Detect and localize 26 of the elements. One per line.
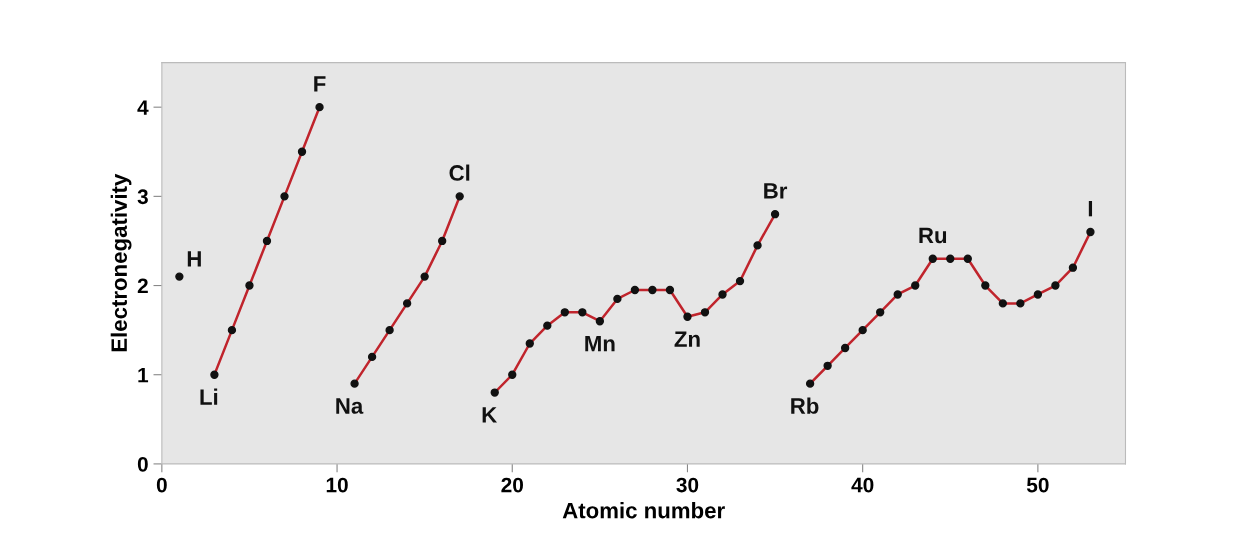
y-tick-label: 2 [137,278,148,294]
annotation: Na [336,398,364,414]
annotation: Br [764,183,788,199]
x-tick-label: 30 [676,477,699,493]
x-tick-label: 0 [156,477,167,493]
y-tick-label: 1 [138,367,149,383]
x-axis-title: Atomic number [562,502,725,519]
annotation: Cl [449,164,470,181]
annotation: K [482,407,497,423]
point [175,272,184,281]
x-tick-label: 20 [501,477,523,493]
annotation: I [1088,201,1093,217]
x-tick-label: 10 [326,477,348,493]
annotation: H [187,251,201,267]
y-tick-label: 4 [137,100,149,115]
y-axis-title: Electronegativity [110,173,132,352]
annotation: F [314,76,326,92]
annotation: Li [200,388,218,405]
y-tick-label: 3 [137,189,148,205]
annotation: Zn [674,331,700,347]
annotation: Ru [919,227,947,244]
x-tick-label: 50 [1026,477,1049,493]
x-tick-label: 40 [851,477,874,493]
annotation: Rb [791,397,819,414]
annotation: Mn [585,335,615,352]
y-tick-label: 0 [137,456,148,472]
